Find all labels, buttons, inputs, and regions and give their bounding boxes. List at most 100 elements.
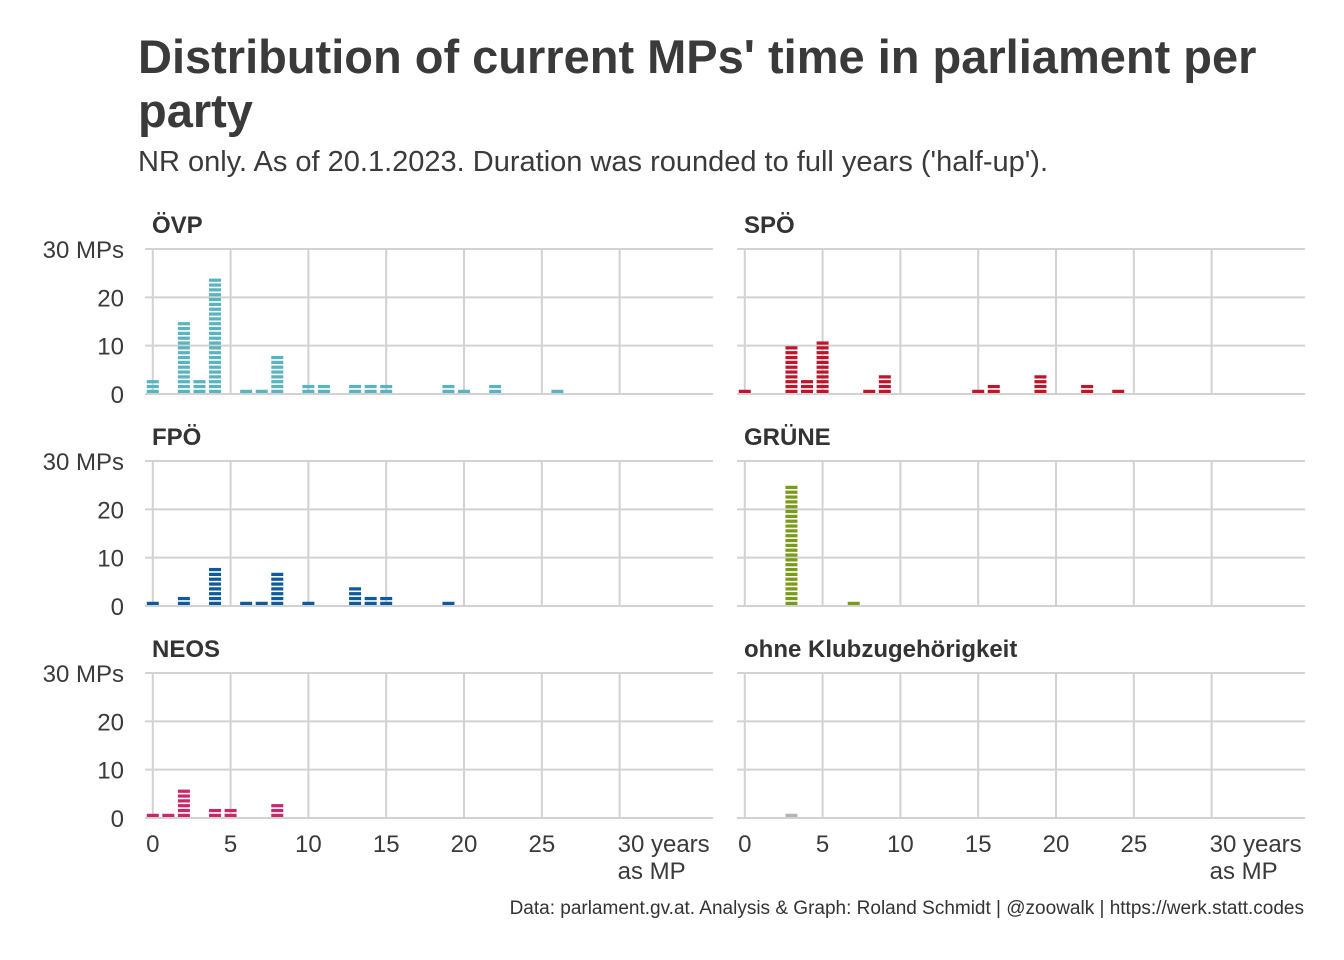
- bar-unit: [177, 370, 190, 374]
- bar-unit: [878, 389, 891, 393]
- bar-unit: [442, 384, 455, 389]
- x-tick-label: as MP: [618, 858, 686, 885]
- x-tick-label: 15: [965, 831, 992, 858]
- bar-unit: [317, 384, 330, 389]
- bar-unit: [209, 380, 222, 384]
- bar-unit: [816, 360, 829, 364]
- bar: [146, 380, 159, 393]
- bar: [785, 813, 798, 817]
- bar-unit: [380, 389, 393, 393]
- y-tick-label: 20: [97, 709, 124, 736]
- bar: [987, 384, 1000, 393]
- bar: [317, 384, 330, 393]
- y-tick-label: 30 MPs: [43, 449, 124, 476]
- facet-panel: GRÜNE: [737, 424, 1305, 607]
- bar-unit: [255, 601, 268, 605]
- bar-unit: [177, 375, 190, 379]
- bar-unit: [209, 596, 222, 601]
- bar: [1081, 384, 1094, 393]
- bar: [349, 384, 362, 393]
- bar-unit: [816, 375, 829, 379]
- bar-unit: [177, 380, 190, 384]
- bar-unit: [551, 389, 564, 393]
- bar-unit: [209, 278, 222, 282]
- bar-unit: [271, 808, 284, 813]
- bar-unit: [209, 592, 222, 596]
- bar-unit: [785, 587, 798, 591]
- bar-unit: [209, 360, 222, 364]
- bar-unit: [193, 384, 206, 389]
- bar-unit: [785, 813, 798, 817]
- bar-unit: [364, 389, 377, 393]
- bar-unit: [177, 813, 190, 817]
- bar-unit: [193, 380, 206, 384]
- bar-unit: [177, 808, 190, 813]
- bar-unit: [209, 293, 222, 297]
- bar: [489, 384, 502, 393]
- bar-unit: [209, 389, 222, 393]
- bar: [302, 384, 315, 393]
- bar-unit: [987, 384, 1000, 389]
- bar-unit: [816, 389, 829, 393]
- bar-unit: [785, 370, 798, 374]
- bar-unit: [785, 375, 798, 379]
- bar-unit: [785, 351, 798, 355]
- bar-unit: [177, 355, 190, 360]
- bar-unit: [271, 587, 284, 591]
- bar: [177, 596, 190, 605]
- bar-unit: [177, 389, 190, 393]
- bar: [146, 813, 159, 817]
- x-tick-label: 25: [1120, 831, 1147, 858]
- facet-label: NEOS: [152, 636, 220, 663]
- bar: [224, 808, 237, 817]
- facet-panel: ohne Klubzugehörigkeit 0 5 10 15 20 25 30 years…: [737, 636, 1305, 885]
- bar-unit: [209, 582, 222, 586]
- bar: [847, 601, 860, 605]
- bar: [240, 389, 253, 393]
- bar: [364, 384, 377, 393]
- bar: [380, 596, 393, 605]
- bar: [193, 380, 206, 393]
- bar-unit: [1034, 375, 1047, 379]
- bar-unit: [209, 336, 222, 340]
- bar: [271, 804, 284, 817]
- bar: [458, 389, 471, 393]
- bar-unit: [489, 384, 502, 389]
- bar-unit: [489, 389, 502, 393]
- bar-unit: [177, 794, 190, 798]
- bar-unit: [364, 601, 377, 605]
- bar-unit: [209, 567, 222, 572]
- x-tick-label: 0: [146, 831, 159, 858]
- bar-unit: [271, 370, 284, 374]
- bar-unit: [209, 331, 222, 335]
- x-tick-label: 20: [1043, 831, 1070, 858]
- bar-unit: [349, 601, 362, 605]
- bar: [1112, 389, 1125, 393]
- x-tick-label: 20: [451, 831, 478, 858]
- bar-unit: [209, 322, 222, 326]
- bar-unit: [177, 346, 190, 350]
- bar-unit: [271, 365, 284, 369]
- bar-unit: [785, 509, 798, 514]
- bar-unit: [878, 380, 891, 384]
- bar: [271, 355, 284, 393]
- bar: [302, 601, 315, 605]
- bar-unit: [177, 384, 190, 389]
- bar: [271, 572, 284, 605]
- bar-unit: [1034, 384, 1047, 389]
- bar-unit: [458, 389, 471, 393]
- bar: [255, 601, 268, 605]
- bar-unit: [785, 389, 798, 393]
- bar-unit: [816, 351, 829, 355]
- chart-subtitle: NR only. As of 20.1.2023. Duration was r…: [138, 146, 1049, 178]
- bar-unit: [972, 389, 985, 393]
- bar-unit: [1081, 389, 1094, 393]
- bar: [442, 384, 455, 393]
- bar-unit: [209, 288, 222, 292]
- bar-unit: [816, 380, 829, 384]
- y-tick-label: 20: [97, 285, 124, 312]
- bar-unit: [349, 592, 362, 596]
- bar-unit: [177, 789, 190, 793]
- x-tick-label: 5: [816, 831, 829, 858]
- bar: [240, 601, 253, 605]
